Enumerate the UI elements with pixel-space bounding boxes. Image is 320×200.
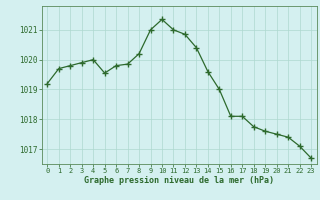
X-axis label: Graphe pression niveau de la mer (hPa): Graphe pression niveau de la mer (hPa) [84,176,274,185]
